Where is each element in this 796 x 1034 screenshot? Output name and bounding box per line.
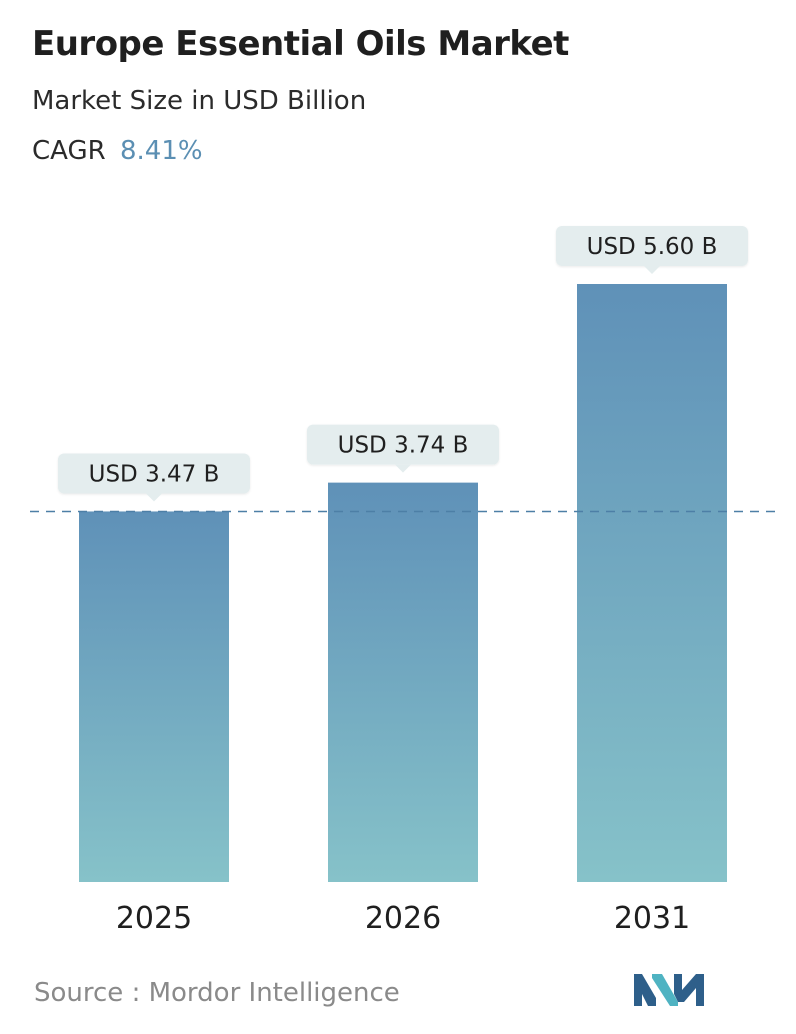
value-label-pointer [644, 266, 660, 274]
x-tick-label-2026: 2026 [365, 901, 441, 936]
value-label-text: USD 3.74 B [338, 433, 469, 459]
value-label-bg [58, 453, 250, 494]
bar-2026 [328, 482, 478, 882]
value-label-2025: USD 3.47 B [58, 453, 250, 502]
chart-title: Europe Essential Oils Market [32, 24, 569, 64]
value-label-bg [556, 226, 748, 266]
value-label-pointer [395, 464, 411, 473]
mordor-intelligence-logo-icon [634, 974, 704, 1006]
source-credit: Source : Mordor Intelligence [34, 978, 400, 1008]
value-label-pointer [146, 493, 162, 502]
value-label-text: USD 5.60 B [587, 234, 718, 260]
cagr-label: CAGR [32, 136, 106, 166]
value-label-2031: USD 5.60 B [556, 226, 748, 274]
logo-shape-right [674, 974, 704, 1006]
value-label-text: USD 3.47 B [89, 461, 220, 487]
x-tick-label-2031: 2031 [614, 901, 690, 936]
chart-subtitle: Market Size in USD Billion [32, 86, 367, 116]
bar-2025 [79, 511, 229, 882]
value-label-bg [307, 424, 499, 465]
cagr-value: 8.41% [119, 136, 203, 166]
bar-2031 [577, 284, 727, 882]
x-tick-label-2025: 2025 [116, 901, 192, 936]
cagr-row: CAGR 8.41% [32, 136, 203, 166]
bar-chart: USD 3.47 B USD 3.74 B USD 5.60 B 2025 2026 2… [30, 226, 782, 936]
logo-shape-left [634, 974, 656, 1006]
value-label-2026: USD 3.74 B [307, 424, 499, 473]
logo-shape-middle [652, 974, 678, 1006]
